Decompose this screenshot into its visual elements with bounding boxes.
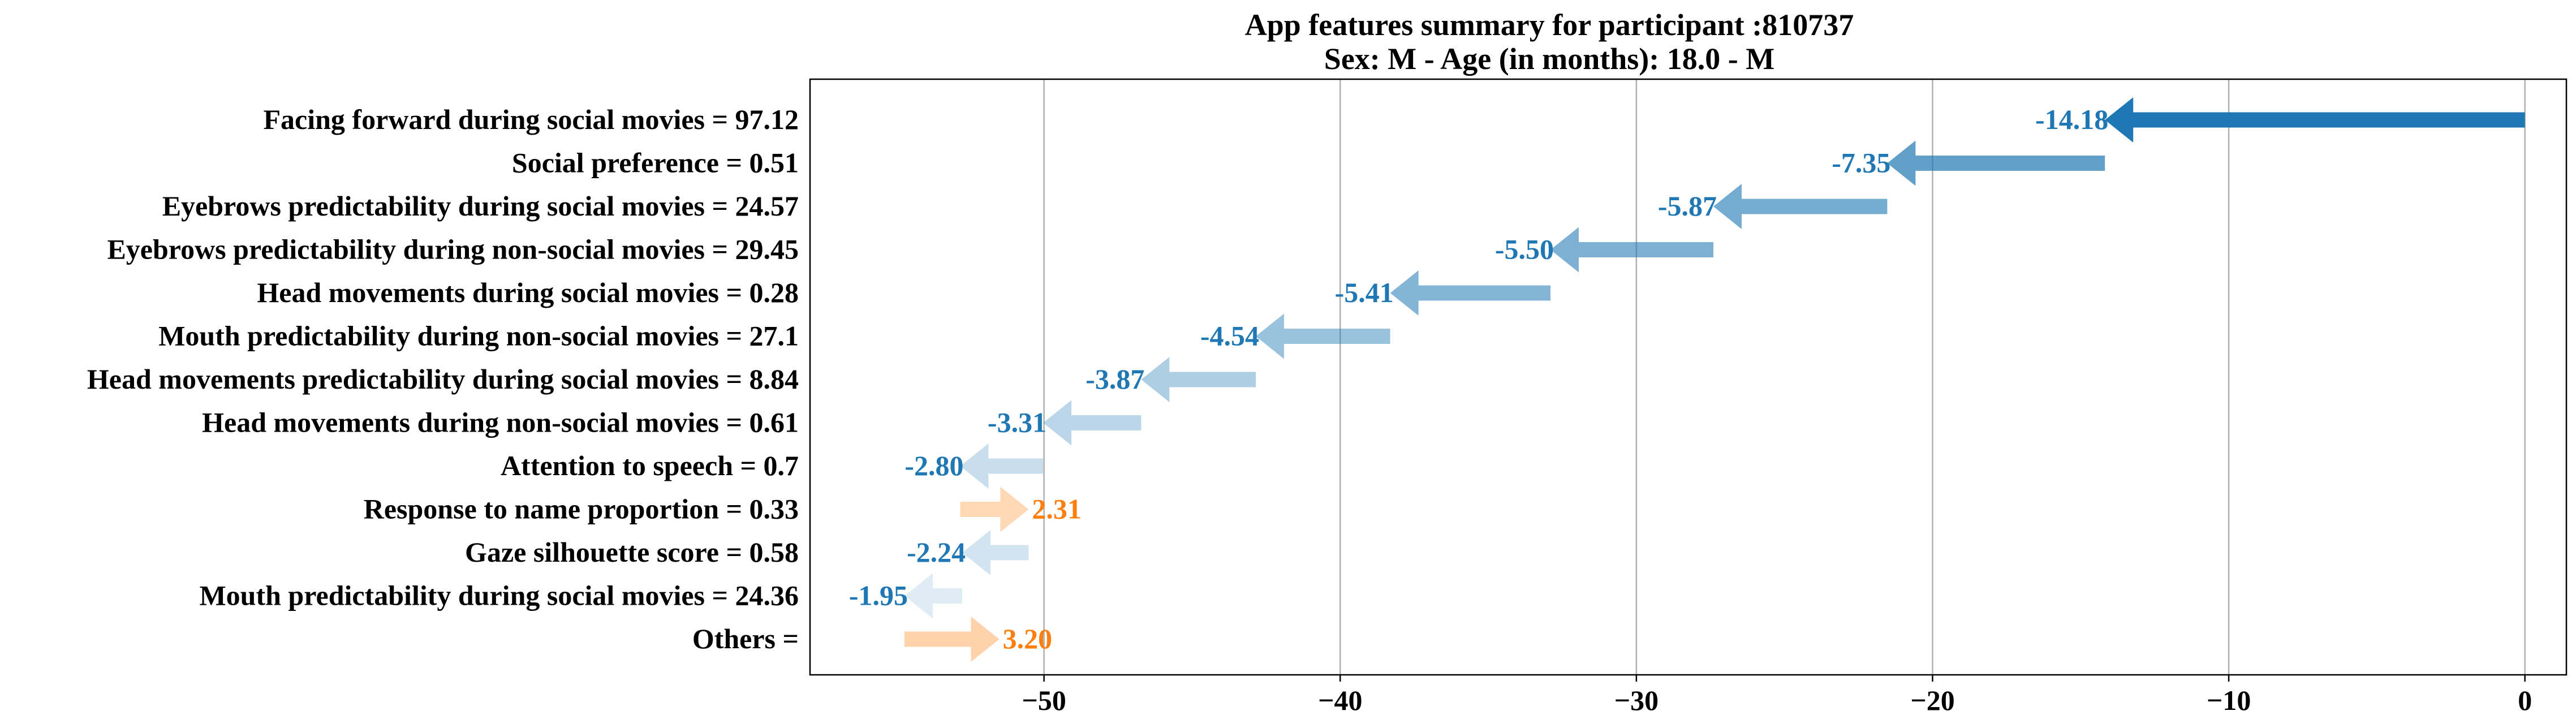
y-axis-label: Facing forward during social movies = 97… [263, 104, 799, 135]
plot-frame [809, 78, 2568, 676]
y-axis-label: Eyebrows predictability during non-socia… [107, 234, 799, 265]
value-label: -3.31 [988, 407, 1046, 438]
x-tick-label: 0 [2518, 684, 2532, 716]
y-axis-label: Mouth predictability during non-social m… [158, 320, 799, 352]
y-axis-label: Head movements predictability during soc… [87, 363, 799, 395]
feature-bar [1141, 357, 1256, 402]
feature-bar [962, 530, 1029, 575]
feature-bar [1887, 140, 2105, 186]
value-label: -14.18 [2035, 104, 2108, 135]
y-axis-label: Head movements during social movies = 0.… [257, 277, 799, 308]
feature-bar [1390, 270, 1550, 316]
chart-title: App features summary for participant :81… [1245, 8, 1854, 76]
chart-title-line2: Sex: M - Age (in months): 18.0 - M [1324, 42, 1774, 76]
feature-bar [904, 617, 1000, 662]
value-label: 3.20 [1003, 623, 1053, 654]
x-axis-ticks: −50 −40 −30 −20 −10 0 [1022, 675, 2532, 716]
feature-bar [904, 573, 963, 619]
feature-bar [1713, 184, 1888, 229]
y-axis-label: Mouth predictability during social movie… [199, 580, 799, 611]
x-tick-label: −10 [2207, 684, 2251, 716]
y-axis-labels: Facing forward during social movies = 97… [87, 104, 799, 654]
x-tick-label: −30 [1614, 684, 1659, 716]
feature-bar [1043, 400, 1141, 446]
y-axis-label: Eyebrows predictability during social mo… [162, 190, 799, 222]
y-axis-label: Attention to speech = 0.7 [501, 450, 799, 481]
value-label: -5.87 [1658, 190, 1717, 222]
value-label: 2.31 [1032, 493, 1082, 525]
feature-bar [960, 486, 1029, 532]
value-label: -5.50 [1495, 234, 1554, 265]
chart-title-line1: App features summary for participant :81… [1245, 8, 1854, 42]
bars [904, 97, 2525, 662]
y-axis-label: Head movements during non-social movies … [202, 407, 799, 438]
feature-bar [2105, 97, 2525, 143]
value-label: -3.87 [1085, 363, 1144, 395]
feature-bar [1256, 313, 1390, 359]
x-tick-label: −40 [1318, 684, 1363, 716]
y-axis-label: Others = [692, 623, 799, 654]
x-tick-label: −50 [1022, 684, 1066, 716]
y-axis-label: Gaze silhouette score = 0.58 [465, 536, 799, 568]
value-label: -7.35 [1832, 147, 1890, 179]
value-label: -5.41 [1335, 277, 1394, 308]
value-label: -4.54 [1200, 320, 1259, 352]
value-labels: -14.18 -7.35 -5.87 -5.50 -5.41 -4.54 -3.87 -3.3… [849, 104, 2108, 654]
value-label: -1.95 [849, 580, 908, 611]
x-tick-label: −20 [1910, 684, 1955, 716]
value-label: -2.80 [904, 450, 963, 481]
value-label: -2.24 [907, 536, 966, 568]
feature-bar [960, 443, 1044, 489]
y-axis-label: Response to name proportion = 0.33 [364, 493, 799, 525]
y-axis-label: Social preference = 0.51 [512, 147, 799, 179]
feature-bar [1550, 227, 1713, 273]
grid-lines [1043, 79, 2526, 675]
